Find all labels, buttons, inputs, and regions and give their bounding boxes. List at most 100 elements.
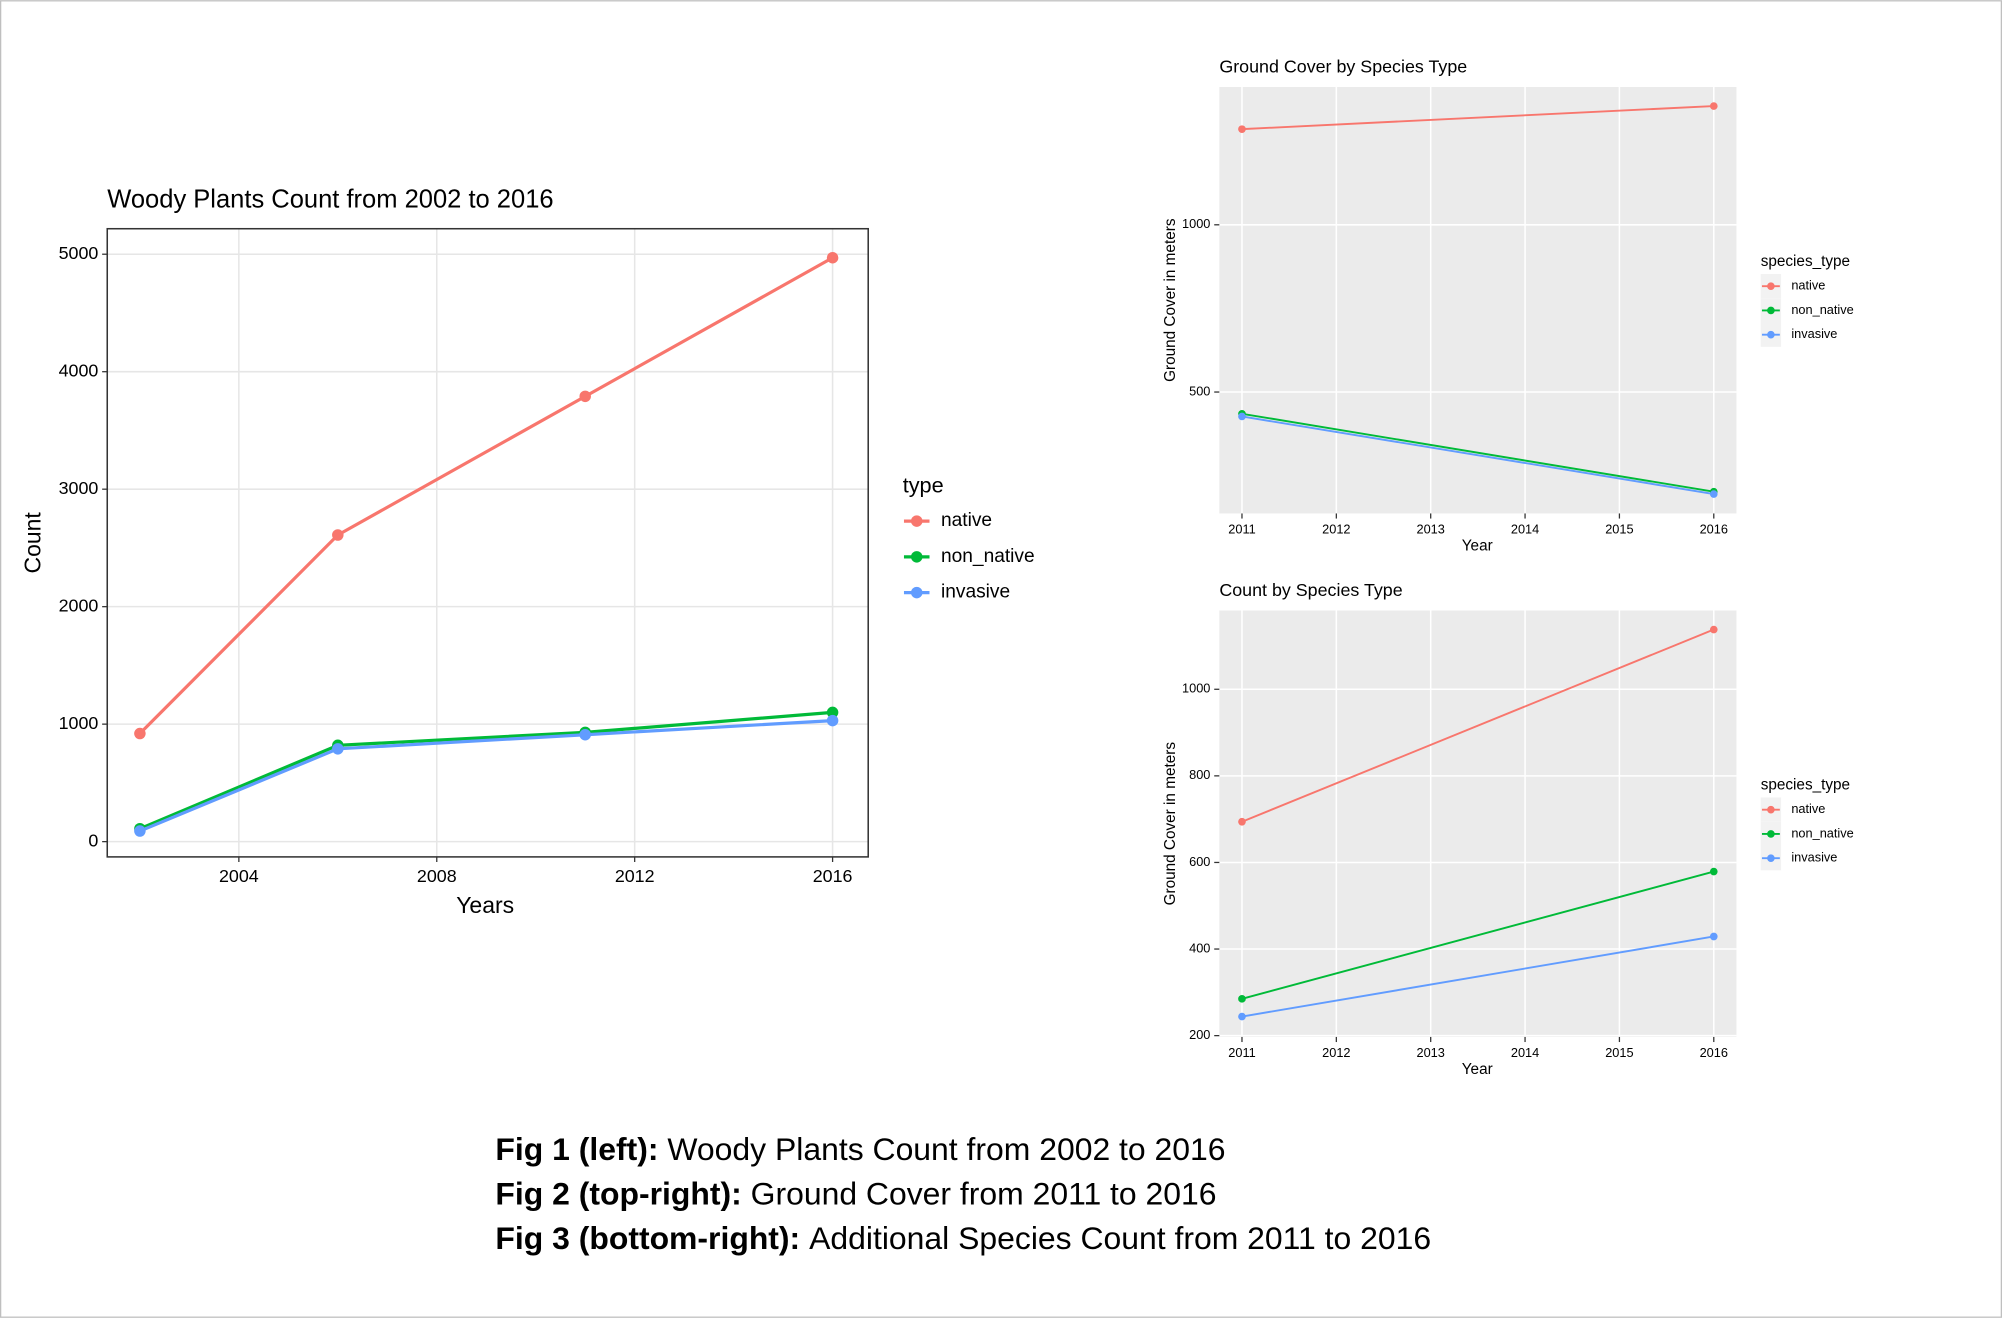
chart: 0 1000 2000 3000 4000 5000 2004 2008 2012 2016 nat… (20, 185, 1035, 917)
y-tick-label: 1000 (59, 713, 99, 733)
x-tick-label: 2014 (1511, 1045, 1539, 1060)
chart-title: Count by Species Type (1219, 580, 1402, 600)
x-axis-label: Year (1462, 538, 1493, 555)
legend-title: type (903, 472, 944, 497)
x-tick-label: 2013 (1417, 1045, 1445, 1060)
x-tick-label: 2012 (1322, 1045, 1350, 1060)
x-tick-label: 2016 (813, 866, 853, 886)
series-line (139, 719, 833, 833)
legend-key-point (910, 586, 923, 599)
y-tick-label: 1000 (1182, 681, 1210, 696)
x-tick-label: 2013 (1417, 521, 1445, 536)
caption-text: Ground Cover from 2011 to 2016 (751, 1176, 1217, 1212)
legend-key-point (1767, 306, 1775, 315)
data-point (1238, 412, 1246, 421)
legend-label: non_native (941, 546, 1035, 567)
series-line (139, 710, 833, 831)
x-tick-label: 2016 (1700, 521, 1728, 536)
y-tick-label: 600 (1189, 854, 1210, 869)
data-point (579, 728, 591, 741)
chart-title: Ground Cover by Species Type (1219, 57, 1467, 77)
x-tick-label: 2004 (219, 866, 259, 886)
series-line (1241, 412, 1714, 493)
legend-key-point (1767, 330, 1775, 339)
y-tick-label: 5000 (59, 243, 99, 263)
legend-key-point (1767, 830, 1775, 838)
panel-border (106, 227, 869, 858)
y-tick-label: 1000 (1182, 216, 1210, 231)
data-point (1238, 125, 1246, 133)
x-tick-label: 2015 (1605, 1045, 1633, 1060)
chart: 500 1000 2011 2012 2013 2014 2015 2016 native non… (1162, 57, 1854, 555)
data-point (1238, 994, 1246, 1003)
data-point (1709, 490, 1718, 498)
x-tick-label: 2014 (1511, 521, 1539, 536)
chart-title: Woody Plants Count from 2002 to 2016 (107, 185, 553, 213)
legend-key-point (910, 551, 923, 563)
y-tick-label: 500 (1189, 383, 1210, 398)
legend-title: species_type (1761, 253, 1850, 270)
data-point (579, 390, 591, 403)
y-axis-label: Ground Cover in meters (1162, 742, 1179, 906)
x-tick-label: 2016 (1700, 1045, 1728, 1060)
series-line (1241, 415, 1714, 495)
y-tick-label: 0 (88, 830, 98, 850)
data-point (1709, 625, 1718, 634)
series-line (1241, 870, 1715, 1000)
legend-key-point (1767, 854, 1775, 863)
legend-title: species_type (1761, 776, 1850, 793)
data-point (1709, 932, 1718, 941)
y-tick-label: 400 (1189, 940, 1210, 955)
chart: 200 400 600 800 1000 2011 2012 2013 2014 2015 2016… (1162, 580, 1854, 1078)
legend-key-point (1767, 282, 1775, 291)
legend-label: native (1791, 278, 1825, 293)
data-point (1709, 867, 1718, 876)
legend-key-point (910, 515, 923, 527)
y-axis-label: Ground Cover in meters (1162, 218, 1179, 382)
x-axis-label: Years (456, 892, 514, 918)
data-point (134, 825, 146, 837)
data-point (826, 714, 839, 727)
x-tick-label: 2011 (1228, 521, 1255, 536)
legend-label: native (941, 510, 992, 531)
caption-line: Fig 1 (left): Woody Plants Count from 200… (495, 1131, 1225, 1167)
legend-label: non_native (1791, 825, 1853, 840)
x-tick-label: 2012 (1322, 521, 1350, 536)
legend-label: invasive (941, 582, 1010, 603)
series-line (138, 256, 834, 735)
x-tick-label: 2008 (417, 866, 457, 886)
data-point (332, 529, 344, 541)
caption-line: Fig 2 (top-right): Ground Cover from 2011… (495, 1176, 1216, 1212)
data-point (826, 706, 839, 719)
y-tick-label: 200 (1189, 1027, 1210, 1042)
data-point (134, 727, 146, 740)
series-line (1241, 628, 1715, 823)
plot-panel (1219, 610, 1737, 1037)
legend-label: non_native (1791, 302, 1853, 317)
caption-bold: Fig 1 (left): (495, 1131, 658, 1167)
caption: Fig 1 (left): Woody Plants Count from 200… (495, 1131, 1431, 1256)
caption-bold: Fig 2 (top-right): (495, 1176, 741, 1212)
legend-label: invasive (1791, 326, 1837, 341)
series-line (1241, 105, 1714, 131)
y-tick-label: 4000 (59, 360, 99, 380)
data-point (332, 743, 344, 755)
plot-panel (1219, 87, 1737, 514)
x-axis-label: Year (1462, 1061, 1493, 1078)
y-tick-label: 800 (1189, 767, 1210, 782)
x-tick-label: 2011 (1228, 1045, 1255, 1060)
legend-label: invasive (1791, 850, 1837, 865)
caption-line: Fig 3 (bottom-right): Additional Species … (495, 1221, 1431, 1257)
legend-key-point (1767, 805, 1775, 814)
legend-label: native (1791, 801, 1825, 816)
data-point (826, 251, 839, 264)
data-point (1238, 817, 1246, 826)
y-tick-label: 3000 (59, 478, 99, 498)
caption-text: Woody Plants Count from 2002 to 2016 (667, 1131, 1225, 1167)
data-point (1709, 102, 1718, 110)
y-axis-label: Count (20, 512, 46, 574)
caption-text: Additional Species Count from 2011 to 20… (809, 1221, 1431, 1257)
